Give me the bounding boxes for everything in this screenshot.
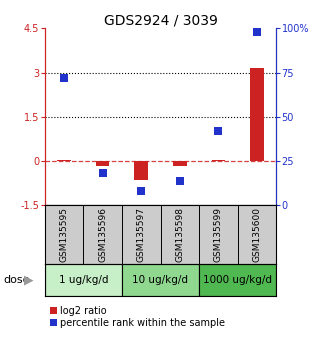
Text: GSM135598: GSM135598 [175, 207, 184, 262]
Point [139, 188, 144, 194]
Bar [134, 161, 148, 180]
Text: GSM135596: GSM135596 [98, 207, 107, 262]
Text: 1 ug/kg/d: 1 ug/kg/d [59, 275, 108, 285]
Bar [57, 160, 71, 161]
Point [216, 128, 221, 134]
Text: 10 ug/kg/d: 10 ug/kg/d [133, 275, 188, 285]
Text: GSM135597: GSM135597 [137, 207, 146, 262]
Bar [173, 161, 187, 166]
Text: 1000 ug/kg/d: 1000 ug/kg/d [203, 275, 272, 285]
Bar [122, 264, 199, 296]
Point [100, 171, 105, 176]
Bar [45, 264, 122, 296]
Point [177, 178, 182, 183]
Text: GSM135595: GSM135595 [60, 207, 69, 262]
Text: GSM135600: GSM135600 [252, 207, 261, 262]
Bar [199, 264, 276, 296]
Bar [96, 161, 109, 166]
Legend: log2 ratio, percentile rank within the sample: log2 ratio, percentile rank within the s… [50, 306, 225, 328]
Bar [212, 160, 225, 161]
Text: ▶: ▶ [24, 274, 34, 286]
Text: dose: dose [3, 275, 30, 285]
Text: GSM135599: GSM135599 [214, 207, 223, 262]
Title: GDS2924 / 3039: GDS2924 / 3039 [104, 13, 217, 27]
Point [254, 29, 259, 35]
Bar [250, 68, 264, 161]
Point [62, 75, 67, 81]
